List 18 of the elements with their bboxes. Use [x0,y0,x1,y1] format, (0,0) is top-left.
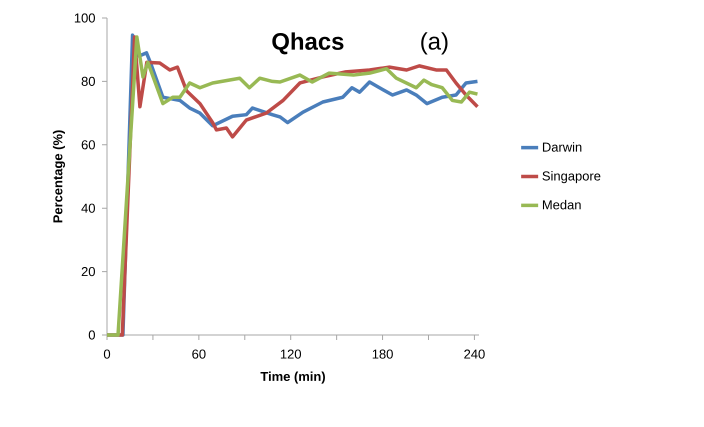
y-axis-title: Percentage (%) [52,130,66,222]
x-axis-title: Time (min) [260,372,325,384]
y-tick-label: 60 [82,140,95,150]
legend-label: Singapore [542,171,600,184]
y-tick-label: 100 [74,13,95,23]
x-tick-label: 240 [464,350,485,359]
y-tick-label: 40 [81,204,95,213]
text: Qhacs [272,32,344,54]
x-tick-label: 180 [372,350,393,359]
x-tick-label: 60 [192,350,206,359]
annotation: (a) [421,32,448,54]
legend-label: Darwin [542,142,582,152]
y-tick-label: 80 [82,76,95,86]
y-tick-label: 20 [82,267,95,276]
y-tick-label: 0 [88,330,95,340]
x-tick-label: 0 [104,350,110,359]
x-tick-label: 120 [280,350,302,359]
legend-label: Medan [542,200,581,210]
